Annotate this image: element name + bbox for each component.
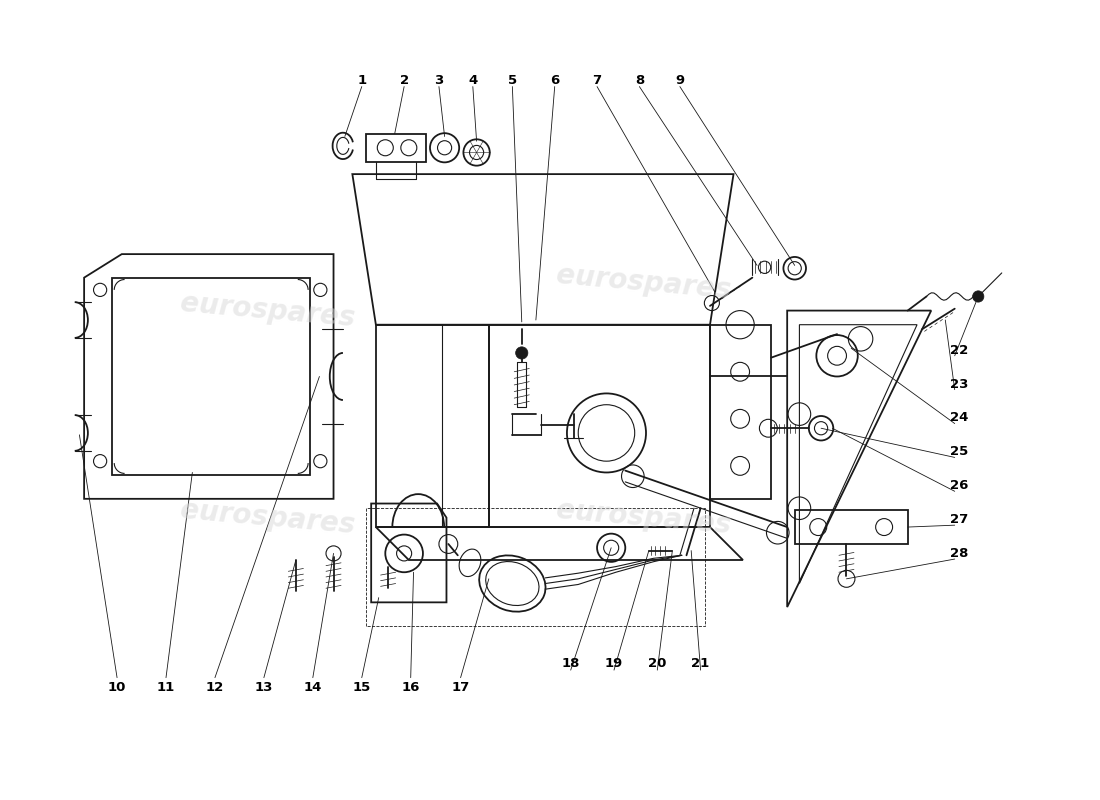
Text: 19: 19 xyxy=(605,657,623,670)
Text: 2: 2 xyxy=(399,74,409,86)
Text: 1: 1 xyxy=(358,74,366,86)
Text: eurospares: eurospares xyxy=(556,496,733,539)
Text: 5: 5 xyxy=(508,74,517,86)
Text: eurospares: eurospares xyxy=(179,289,356,332)
Text: 12: 12 xyxy=(206,681,224,694)
Text: 20: 20 xyxy=(648,657,667,670)
Circle shape xyxy=(516,347,528,359)
Text: 18: 18 xyxy=(561,657,580,670)
Text: 24: 24 xyxy=(950,411,969,424)
Text: 13: 13 xyxy=(255,681,273,694)
Text: eurospares: eurospares xyxy=(179,496,356,539)
Text: 16: 16 xyxy=(402,681,420,694)
Text: 4: 4 xyxy=(469,74,477,86)
Text: 25: 25 xyxy=(950,446,968,458)
Text: eurospares: eurospares xyxy=(556,261,733,304)
Text: 26: 26 xyxy=(950,479,969,492)
Text: 7: 7 xyxy=(593,74,602,86)
Text: 6: 6 xyxy=(550,74,559,86)
Text: 17: 17 xyxy=(451,681,470,694)
Text: 21: 21 xyxy=(692,657,710,670)
Text: 27: 27 xyxy=(950,513,968,526)
Circle shape xyxy=(972,291,983,302)
Text: 3: 3 xyxy=(434,74,443,86)
Text: 23: 23 xyxy=(950,378,969,390)
Text: 15: 15 xyxy=(353,681,371,694)
Text: 14: 14 xyxy=(304,681,322,694)
Text: 10: 10 xyxy=(108,681,126,694)
Text: 8: 8 xyxy=(635,74,643,86)
Text: 11: 11 xyxy=(157,681,175,694)
Text: 9: 9 xyxy=(675,74,684,86)
Text: 22: 22 xyxy=(950,344,968,357)
Text: 28: 28 xyxy=(950,547,969,560)
